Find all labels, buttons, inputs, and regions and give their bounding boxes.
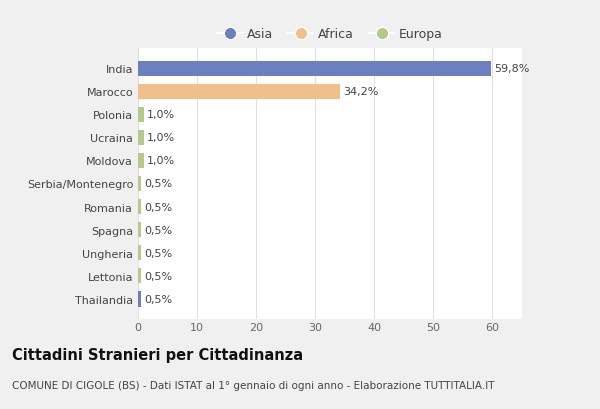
Legend: Asia, Africa, Europa: Asia, Africa, Europa <box>212 23 448 46</box>
Text: COMUNE DI CIGOLE (BS) - Dati ISTAT al 1° gennaio di ogni anno - Elaborazione TUT: COMUNE DI CIGOLE (BS) - Dati ISTAT al 1°… <box>12 380 494 390</box>
Text: 0,5%: 0,5% <box>144 248 172 258</box>
Text: 59,8%: 59,8% <box>494 64 530 74</box>
Bar <box>138 246 141 261</box>
Bar <box>138 130 144 146</box>
Bar <box>138 269 141 284</box>
Bar <box>138 200 141 215</box>
Text: 1,0%: 1,0% <box>147 156 175 166</box>
Text: 0,5%: 0,5% <box>144 271 172 281</box>
Bar <box>138 108 144 122</box>
Bar <box>138 84 340 99</box>
Text: 0,5%: 0,5% <box>144 179 172 189</box>
Text: 0,5%: 0,5% <box>144 202 172 212</box>
Text: 0,5%: 0,5% <box>144 225 172 235</box>
Bar <box>138 61 491 76</box>
Bar <box>138 222 141 238</box>
Text: 0,5%: 0,5% <box>144 294 172 304</box>
Bar <box>138 177 141 191</box>
Bar <box>138 153 144 169</box>
Text: 1,0%: 1,0% <box>147 133 175 143</box>
Text: 1,0%: 1,0% <box>147 110 175 120</box>
Bar <box>138 292 141 307</box>
Text: Cittadini Stranieri per Cittadinanza: Cittadini Stranieri per Cittadinanza <box>12 348 303 363</box>
Text: 34,2%: 34,2% <box>343 87 379 97</box>
